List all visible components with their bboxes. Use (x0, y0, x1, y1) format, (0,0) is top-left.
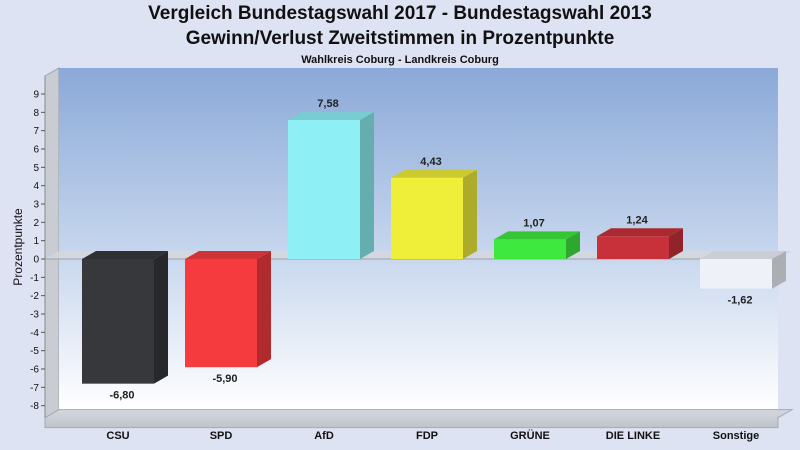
bar-front (288, 120, 360, 260)
y-tick-label: 8 (33, 108, 39, 119)
chart-caption: Wahlkreis Coburg - Landkreis Coburg (301, 54, 499, 66)
bar-top (391, 169, 477, 178)
y-axis: 9 8 7 6 5 4 3 2 1 0 -1 -2 -3 -4 -5 -6 -7 -8 (30, 90, 45, 412)
bars: -6,80 -5,90 7,58 4,43 1,07 1,24 -1,62 (82, 98, 786, 402)
data-label: -6,80 (109, 390, 134, 402)
bar-die-linke: 1,24 (597, 214, 683, 259)
x-tick-label: CSU (106, 430, 129, 442)
bar-side (463, 169, 477, 259)
bar-afd: 7,58 (288, 98, 374, 260)
bar-front (185, 259, 257, 368)
x-tick-label: GRÜNE (510, 429, 550, 442)
y-tick-label: -6 (30, 365, 39, 376)
y-tick-label: -7 (30, 383, 39, 394)
chart-subtitle: Gewinn/Verlust Zweitstimmen in Prozentpu… (185, 28, 615, 49)
bar-spd: -5,90 (185, 251, 271, 385)
bar-csu: -6,80 (82, 251, 168, 402)
chart-title: Vergleich Bundestagswahl 2017 - Bundesta… (148, 3, 652, 24)
bar-side (772, 251, 786, 289)
y-tick-label: -5 (30, 346, 39, 357)
x-axis: CSU SPD AfD FDP GRÜNE DIE LINKE Sonstige (106, 429, 759, 442)
y-tick-label: -1 (30, 273, 39, 284)
bar-sonstige: -1,62 (700, 251, 786, 307)
bar-top (597, 228, 683, 237)
bar-front (700, 259, 772, 289)
bar-top (185, 251, 271, 259)
y-tick-label: 7 (33, 126, 39, 137)
y-axis-label: Prozentpunkte (11, 208, 25, 286)
y-tick-label: -8 (30, 401, 39, 412)
y-tick-label: 6 (33, 145, 39, 156)
bar-side (360, 112, 374, 260)
y-tick-label: 0 (33, 255, 39, 266)
left-wall (44, 67, 60, 419)
bar-front (391, 177, 463, 259)
data-label: 1,24 (626, 214, 648, 226)
data-label: 1,07 (523, 217, 544, 229)
y-tick-label: -4 (30, 328, 39, 339)
x-tick-label: AfD (314, 430, 334, 442)
y-tick-label: 4 (33, 181, 39, 192)
bar-top (700, 251, 786, 259)
y-tick-label: -3 (30, 310, 39, 321)
bar-top (288, 112, 374, 121)
x-tick-label: Sonstige (713, 430, 759, 442)
bar-side (566, 231, 580, 259)
y-tick-label: 5 (33, 163, 39, 174)
data-label: -1,62 (727, 295, 752, 307)
y-tick-label: 2 (33, 218, 39, 229)
y-tick-label: 9 (33, 90, 39, 101)
bar-grüne: 1,07 (494, 217, 580, 259)
bar-fdp: 4,43 (391, 156, 477, 259)
y-tick-label: 1 (33, 236, 39, 247)
bar-side (669, 228, 683, 259)
bar-front (494, 239, 566, 259)
data-label: 4,43 (420, 156, 441, 168)
bar-front (597, 236, 669, 259)
y-tick-label: -2 (30, 291, 39, 302)
bar-side (154, 251, 168, 384)
y-tick-label: 3 (33, 200, 39, 211)
x-tick-label: DIE LINKE (606, 430, 660, 442)
bar-top (494, 231, 580, 240)
plot-floor (44, 409, 794, 429)
bar-top (82, 251, 168, 259)
bar-side (257, 251, 271, 368)
x-tick-label: SPD (210, 430, 233, 442)
data-label: -5,90 (212, 373, 237, 385)
data-label: 7,58 (317, 98, 338, 110)
x-tick-label: FDP (416, 430, 438, 442)
bar-front (82, 259, 154, 384)
